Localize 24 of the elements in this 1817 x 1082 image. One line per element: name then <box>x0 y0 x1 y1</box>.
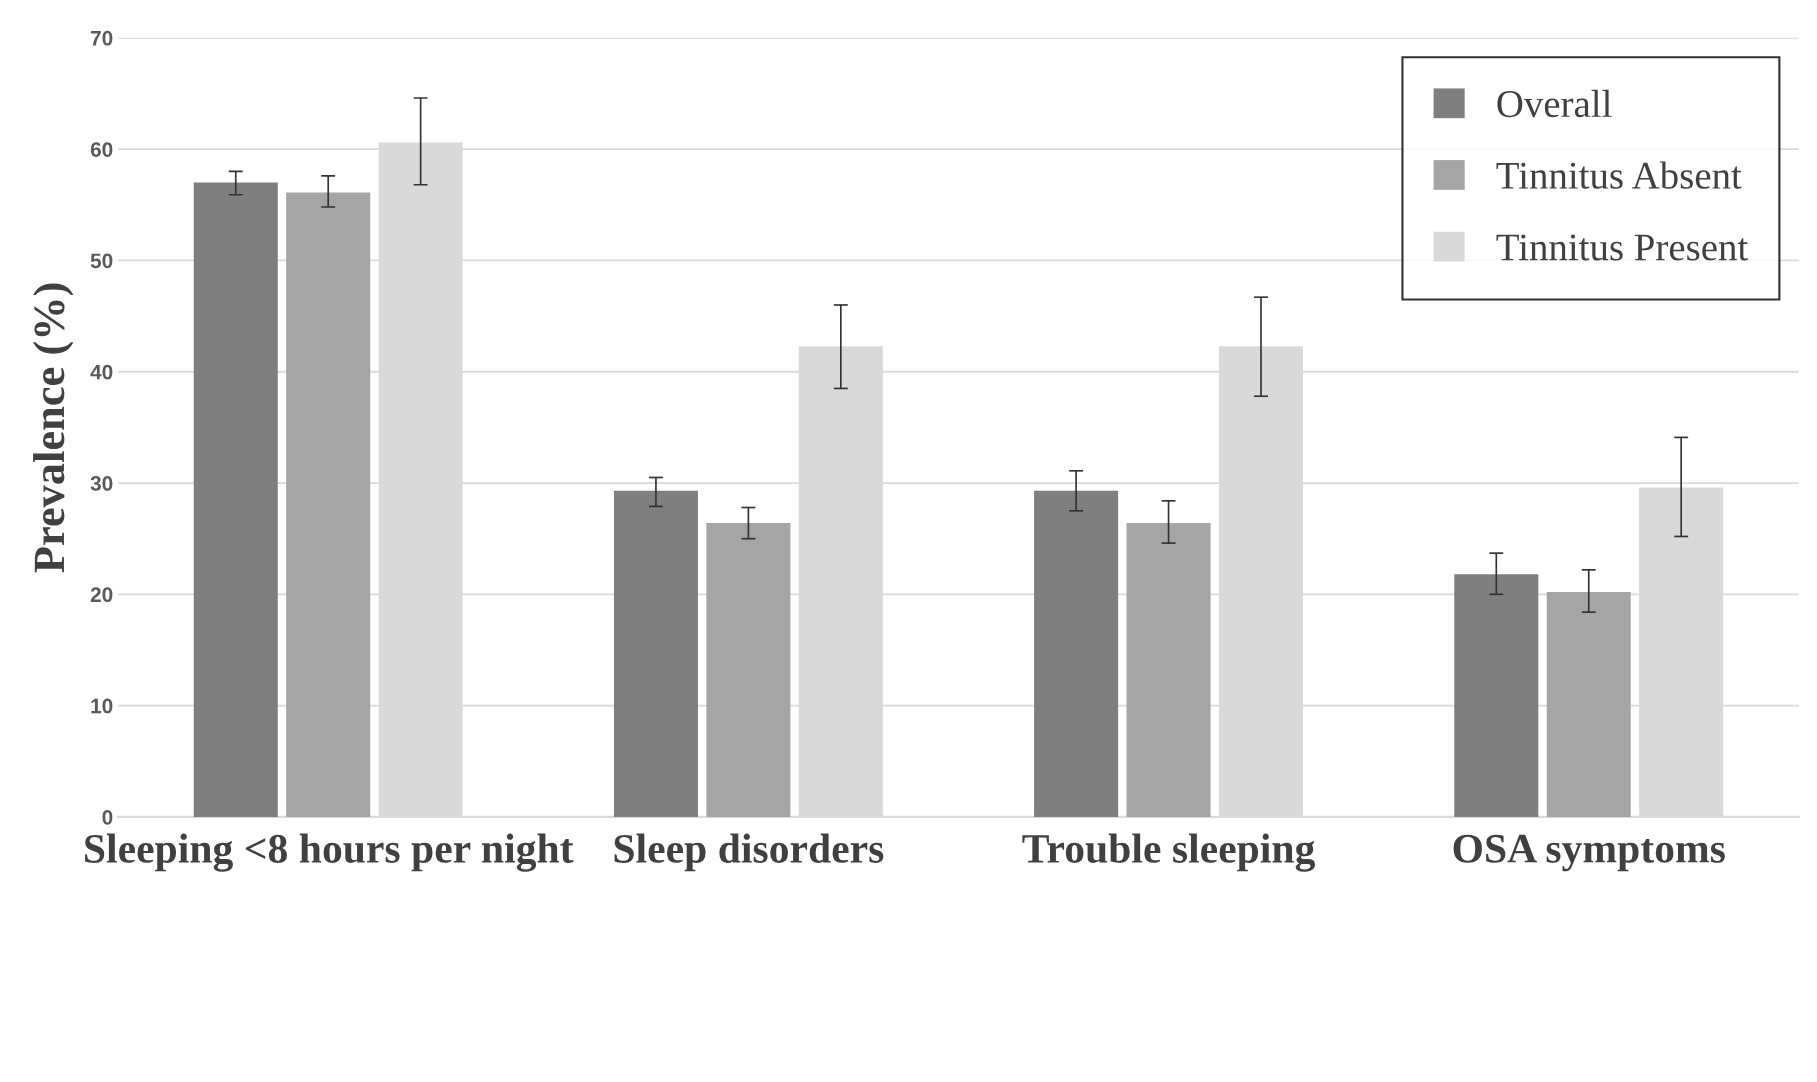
y-tick-label: 0 <box>102 809 113 825</box>
legend-label: Tinnitus Present <box>1496 234 1749 261</box>
y-tick-label: 50 <box>90 253 113 269</box>
bar <box>1034 490 1119 817</box>
bar <box>286 192 371 817</box>
x-tick-label: Sleeping <8 hours per night <box>85 833 574 872</box>
legend-label: Overall <box>1497 89 1612 118</box>
y-tick-label: 30 <box>90 476 113 491</box>
bar <box>613 490 698 817</box>
y-tick-label: 60 <box>90 142 113 157</box>
bar <box>1546 592 1631 817</box>
bar <box>1126 523 1211 817</box>
x-tick-label: OSA symptoms <box>1453 834 1725 872</box>
y-tick-label: 70 <box>90 30 113 46</box>
bar <box>193 182 278 817</box>
y-tick-label: 20 <box>90 587 113 603</box>
y-axis-title: Prevalence (%) <box>33 283 74 573</box>
x-tick-label: Sleep disorders <box>614 833 884 872</box>
legend-label: Tinnitus Absent <box>1496 161 1742 189</box>
bar <box>1454 574 1539 817</box>
x-tick-label: Trouble sleeping <box>1022 833 1315 872</box>
bar <box>706 523 791 817</box>
y-tick-label: 10 <box>91 698 113 714</box>
y-tick-label: 40 <box>90 364 113 380</box>
